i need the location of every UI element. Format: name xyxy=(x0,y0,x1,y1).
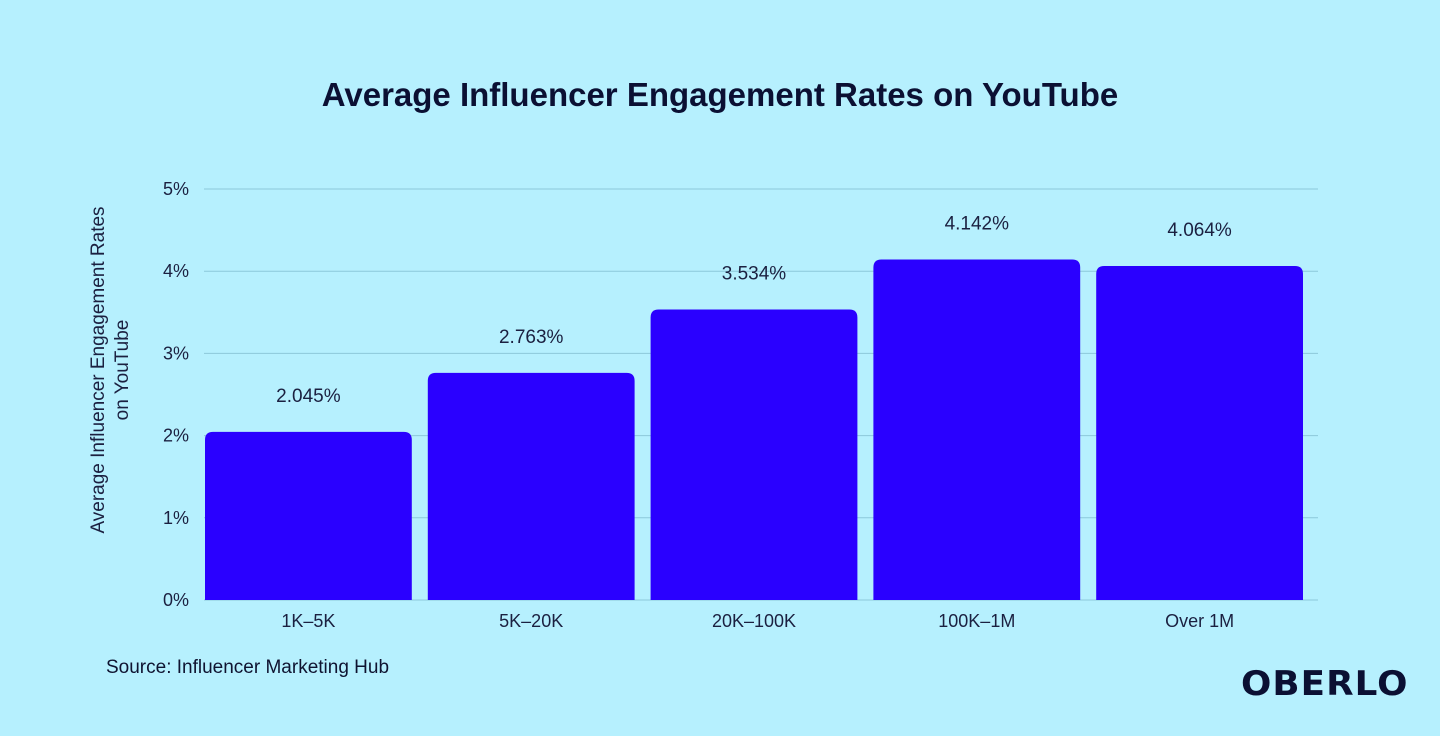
y-tick-label: 0% xyxy=(163,590,189,610)
oberlo-logo: OBERLO xyxy=(1241,664,1409,704)
y-tick-label: 1% xyxy=(163,508,189,528)
x-tick-label: 100K–1M xyxy=(938,611,1015,631)
data-label: 4.064% xyxy=(1167,220,1232,241)
bar xyxy=(650,309,858,600)
y-tick-label: 2% xyxy=(163,426,189,446)
data-label: 4.142% xyxy=(945,214,1010,235)
chart-title: Average Influencer Engagement Rates on Y… xyxy=(321,76,1119,113)
data-label: 2.045% xyxy=(276,386,341,407)
data-label: 2.763% xyxy=(499,327,564,348)
y-tick-label: 3% xyxy=(163,343,189,363)
bar xyxy=(873,259,1081,600)
x-tick-label: 5K–20K xyxy=(499,611,563,631)
y-tick-label: 5% xyxy=(163,179,189,199)
data-label: 3.534% xyxy=(722,264,787,285)
x-tick-label: 20K–100K xyxy=(712,611,796,631)
x-tick-label: Over 1M xyxy=(1165,611,1234,631)
bar xyxy=(427,372,635,600)
y-axis-label-line: Average Influencer Engagement Rates xyxy=(88,206,109,533)
x-tick-label: 1K–5K xyxy=(281,611,335,631)
y-axis-label: Average Influencer Engagement Rates on Yo… xyxy=(88,206,133,533)
bar xyxy=(205,431,412,600)
y-tick-label: 4% xyxy=(163,261,189,281)
bar xyxy=(1096,265,1303,600)
source-note: Source: Influencer Marketing Hub xyxy=(106,657,390,678)
y-axis-label-line: on YouTube xyxy=(112,320,133,421)
